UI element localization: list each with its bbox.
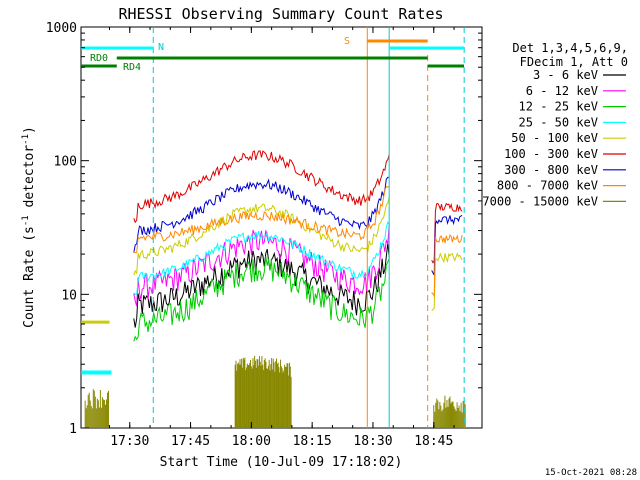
series-line-4 bbox=[133, 220, 390, 296]
annotation-n: N bbox=[158, 42, 164, 53]
legend-header-2: FDecim 1, Att 0 bbox=[520, 55, 628, 69]
x-tick-label: 17:45 bbox=[171, 434, 210, 449]
series-line-2 bbox=[133, 225, 390, 307]
legend-label-7: 300 - 800 keV bbox=[504, 163, 598, 177]
series-tail-7 bbox=[431, 214, 463, 277]
series-line-5 bbox=[133, 197, 390, 276]
x-tick-label: 18:30 bbox=[353, 434, 392, 449]
x-tick-label: 18:45 bbox=[414, 434, 453, 449]
x-tick-label: 18:15 bbox=[293, 434, 332, 449]
x-tick-label: 17:30 bbox=[110, 434, 149, 449]
series-line-3 bbox=[133, 256, 390, 342]
series-line-1 bbox=[133, 243, 390, 328]
legend-header-1: Det 1,3,4,5,6,9, bbox=[512, 41, 628, 55]
annotation-rd4: RD4 bbox=[123, 62, 141, 73]
series-line-6 bbox=[133, 150, 390, 224]
annotation-rd0: RD0 bbox=[90, 53, 108, 64]
series-tail-6 bbox=[431, 202, 463, 264]
x-tick-label: 18:00 bbox=[232, 434, 271, 449]
footer-timestamp: 15-Oct-2021 08:28 bbox=[545, 468, 637, 478]
legend-label-5: 50 - 100 keV bbox=[511, 131, 598, 145]
legend-label-8: 800 - 7000 keV bbox=[497, 179, 598, 193]
annotation-s: S bbox=[344, 36, 350, 47]
series-line-7 bbox=[133, 176, 390, 253]
x-axis-label: Start Time (10-Jul-09 17:18:02) bbox=[160, 455, 403, 470]
y-axis-label: Count Rate (s-1 detector-1) bbox=[21, 126, 37, 328]
series-line-8 bbox=[133, 186, 390, 254]
legend-label-6: 100 - 300 keV bbox=[504, 147, 598, 161]
y-tick-label: 1000 bbox=[46, 21, 77, 36]
legend-label-4: 25 - 50 keV bbox=[519, 115, 598, 129]
series-tail-8 bbox=[431, 233, 463, 298]
legend-label-9: 7000 - 15000 keV bbox=[482, 194, 598, 208]
chart-title: RHESSI Observing Summary Count Rates bbox=[118, 5, 443, 23]
series-tail-5 bbox=[431, 252, 463, 312]
y-tick-label: 100 bbox=[54, 155, 77, 170]
plot-area: RD0 RD4 N S 17:30 17:45 18:00 18:15 18:30 18:45 1 1… bbox=[46, 21, 483, 449]
y-tick-label: 1 bbox=[69, 422, 77, 437]
y-tick-label: 10 bbox=[61, 288, 77, 303]
legend-label-3: 12 - 25 keV bbox=[519, 100, 598, 114]
legend-label-1: 3 - 6 keV bbox=[533, 68, 598, 82]
legend-label-2: 6 - 12 keV bbox=[526, 84, 598, 98]
